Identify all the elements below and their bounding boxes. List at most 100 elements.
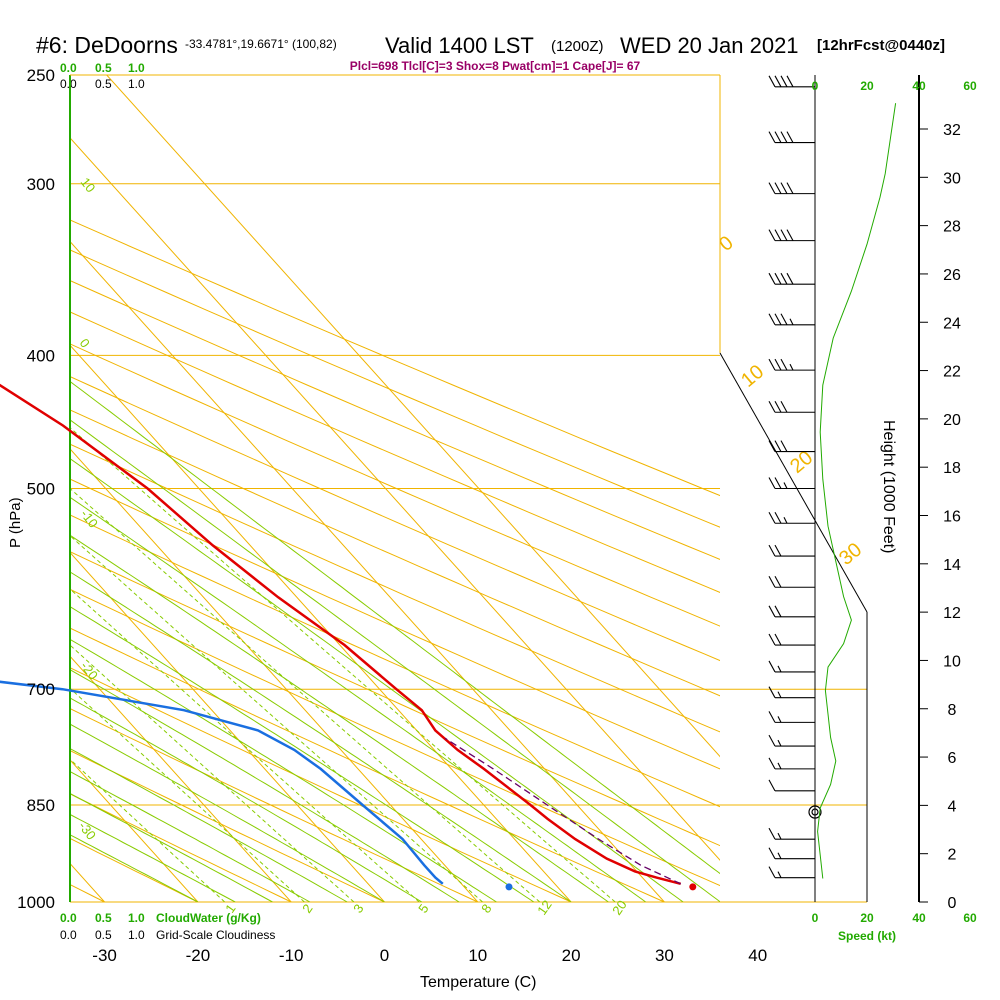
pressure-label-400: 400 — [27, 346, 55, 365]
height-label-20: 20 — [943, 412, 961, 429]
mixing-ratio-20 — [70, 426, 616, 902]
isotherm--20 — [70, 759, 199, 902]
moist-adiabat--12 — [70, 792, 273, 902]
mixing-ratio-5 — [70, 588, 420, 902]
cloud-scale-bottom-black-0: 0.0 — [60, 928, 77, 942]
pressure-label-850: 850 — [27, 796, 55, 815]
isotherm-30 — [70, 240, 665, 902]
moist-adiabat--4 — [70, 747, 348, 902]
moist-adiabat-24 — [70, 534, 609, 902]
isotherms — [0, 75, 720, 902]
cloud-scale-bottom: 0.0 0.5 1.0 CloudWater (g/Kg) 0.0 0.5 1.… — [60, 911, 275, 942]
y-axis-title: P (hPa) — [7, 497, 24, 548]
forecast-info: [12hrFcst@0440z] — [817, 37, 945, 54]
isotherm-20 — [70, 344, 572, 902]
wind-panel-isobars — [720, 688, 867, 806]
mixing-ratio-label-4: 8 — [478, 901, 494, 916]
cloud-scale-top-green-0: 0.0 — [60, 61, 77, 75]
height-label-28: 28 — [943, 219, 961, 236]
isobar-grid — [70, 183, 867, 903]
isotherm-10 — [70, 448, 479, 902]
wind-barb-9 — [768, 477, 815, 490]
temperature-axis-labels: -30 -20 -10 0 10 20 30 40 — [92, 946, 767, 965]
cloud-scale-top-green-2: 1.0 — [128, 61, 145, 75]
moist-adiabat-0 — [70, 723, 385, 902]
wind-barb-16 — [768, 686, 815, 699]
temp-label-30: 30 — [655, 946, 674, 965]
moist-adiabat--8 — [70, 771, 311, 902]
wind-barb-3 — [768, 229, 815, 242]
isotherm-40 — [70, 137, 720, 861]
height-label-6: 6 — [948, 750, 957, 767]
speed-tick-top-20: 20 — [860, 79, 874, 93]
mixing-ratio-label-2: 3 — [350, 901, 366, 916]
wind-barb-11 — [768, 544, 815, 557]
wind-barb-21 — [808, 805, 822, 819]
mixing-ratio-label-1: 2 — [299, 901, 315, 916]
dry-adiabat-30 — [70, 627, 666, 902]
cloud-scale-top-black-1: 0.5 — [95, 77, 112, 91]
wind-barb-14 — [768, 633, 815, 646]
mixing-ratio-2 — [70, 687, 305, 902]
height-label-16: 16 — [943, 509, 961, 526]
wind-barb-5 — [768, 313, 815, 326]
dry-adiabat-0 — [70, 750, 386, 902]
dry-adiabat-80 — [70, 443, 720, 733]
mixing-ratio-1 — [70, 758, 226, 902]
mixing-ratio-label-5: 12 — [534, 897, 555, 917]
temp-label--10: -10 — [279, 946, 304, 965]
utc-time: (1200Z) — [551, 38, 604, 55]
mixing-ratio-label-3: 5 — [415, 901, 431, 916]
wind-speed-profile — [817, 103, 897, 879]
wind-barb-6 — [768, 358, 815, 371]
height-label-32: 32 — [943, 122, 961, 139]
speed-tick-top-0: 0 — [812, 79, 819, 93]
height-axis-title: Height (1000 Feet) — [880, 420, 897, 553]
dry-adiabat-140 — [70, 249, 720, 528]
wind-barb-13 — [768, 605, 815, 618]
moist-adiabat-36 — [70, 419, 720, 902]
wind-barb-1 — [768, 131, 815, 144]
temp-label--30: -30 — [92, 946, 117, 965]
pressure-axis-labels: 250 300 400 500 700 850 1000 — [17, 66, 55, 912]
dry-adiabat--10 — [70, 793, 293, 902]
cloud-scale-bottom-green-1: 0.5 — [95, 911, 112, 925]
height-label-22: 22 — [943, 364, 961, 381]
height-label-12: 12 — [943, 605, 961, 622]
moist-adiabat-20 — [70, 571, 572, 902]
height-label-30: 30 — [943, 170, 961, 187]
height-label-26: 26 — [943, 267, 961, 284]
wind-barb-2 — [768, 182, 815, 195]
wind-barb-15 — [768, 660, 815, 673]
wind-panel — [768, 75, 897, 902]
dry-adiabat-150 — [70, 219, 720, 497]
pressure-label-500: 500 — [27, 480, 55, 499]
wind-barb-24 — [768, 866, 815, 879]
cloud-scale-bottom-black-2: 1.0 — [128, 928, 145, 942]
wind-barb-17 — [768, 711, 815, 723]
valid-date: WED 20 Jan 2021 — [620, 33, 799, 58]
dry-adiabat-50 — [70, 551, 720, 847]
x-axis-title: Temperature (C) — [420, 974, 536, 991]
cloud-scale-top-black-0: 0.0 — [60, 77, 77, 91]
dry-adiabat-100 — [70, 375, 720, 662]
pressure-label-300: 300 — [27, 175, 55, 194]
dry-adiabat-label-2: -10 — [78, 507, 101, 531]
cloudwater-label: CloudWater (g/Kg) — [156, 911, 261, 925]
dewpoint-profile — [0, 680, 444, 885]
height-label-8: 8 — [948, 702, 957, 719]
dry-adiabat-label-0: 10 — [78, 175, 99, 196]
speed-tick-bottom-40: 40 — [912, 911, 926, 925]
wind-barb-4 — [768, 272, 815, 285]
dry-adiabat-120 — [70, 311, 720, 593]
sounding-indices: Plcl=698 Tlcl[C]=3 Shox=8 Pwat[cm]=1 Cap… — [350, 59, 641, 73]
temp-label-10: 10 — [468, 946, 487, 965]
dry-adiabat-label-3: -20 — [78, 659, 101, 683]
isotherm--40 — [0, 75, 11, 902]
moist-adiabat-28 — [70, 496, 646, 902]
height-label-14: 14 — [943, 557, 961, 574]
cloud-scale-top: 0.0 0.5 1.0 0.0 0.5 1.0 — [60, 61, 145, 91]
wind-barb-20 — [768, 779, 815, 792]
